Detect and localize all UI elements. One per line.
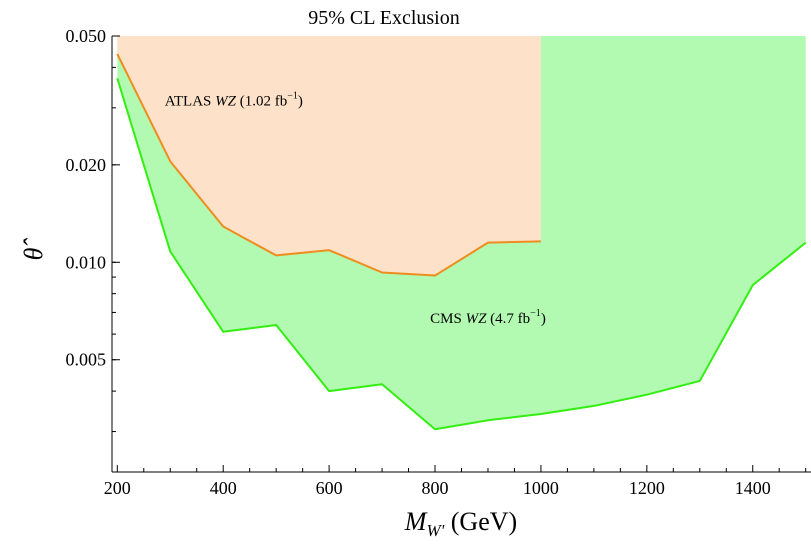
label-layer: CMS WZ (4.7 fb−1) ATLAS WZ (1.02 fb−1) <box>165 91 546 327</box>
fill-layer <box>117 36 806 430</box>
y-tick-label: 0.010 <box>66 252 107 272</box>
series-1-label: ATLAS WZ (1.02 fb−1) <box>165 91 303 110</box>
x-tick-label: 200 <box>104 478 131 498</box>
y-tick-label: 0.050 <box>66 26 107 46</box>
chart-title: 95% CL Exclusion <box>308 7 459 29</box>
x-axis-title: MW' (GeV) <box>404 507 517 540</box>
x-tick-label: 1200 <box>629 478 665 498</box>
y-tick-label: 0.020 <box>66 155 107 175</box>
y-tick-label: 0.005 <box>66 350 107 370</box>
y-axis-title: θ̂ <box>19 238 48 261</box>
x-tick-label: 600 <box>316 478 343 498</box>
series-1-line <box>116 53 541 277</box>
series-0-label: CMS WZ (4.7 fb−1) <box>430 308 546 327</box>
x-tick-label: 800 <box>422 478 449 498</box>
x-tick-label: 1400 <box>735 478 771 498</box>
x-tick-label: 400 <box>210 478 237 498</box>
line-layer <box>116 53 807 431</box>
series-0-line <box>116 78 807 431</box>
series-1-fill <box>117 36 541 276</box>
x-tick-label: 1000 <box>523 478 559 498</box>
